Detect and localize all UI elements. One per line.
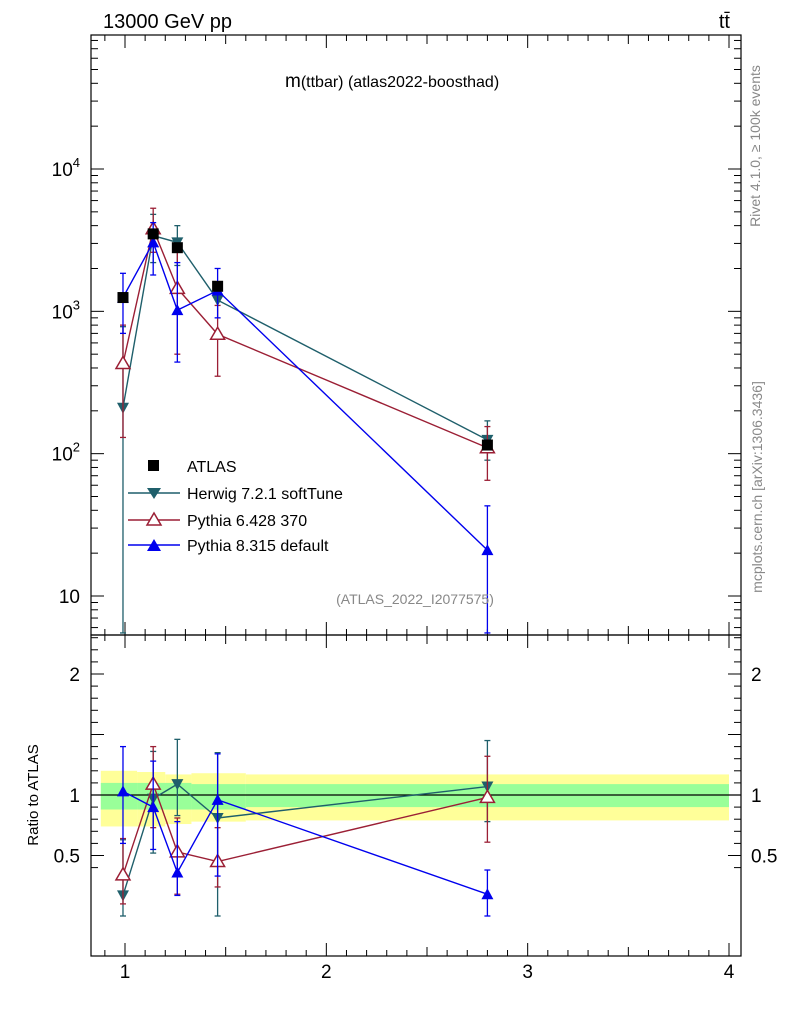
main-data-layer: [114, 207, 496, 634]
ratio-xtick-label: 2: [321, 962, 332, 983]
ratio-uncertainty-bands: [91, 770, 741, 827]
main-s0-point-4: [481, 439, 493, 451]
legend-marker-herwig: [147, 488, 161, 499]
header-right: tt̄: [719, 11, 731, 33]
header-left: 13000 GeV pp: [103, 11, 232, 33]
main-ytick-base: 10: [52, 160, 73, 181]
ratio-xtick-label: 1: [120, 962, 131, 983]
main-ytick-label: 10: [59, 587, 80, 608]
analysis-watermark: (ATLAS_2022_I2077575): [336, 591, 494, 607]
main-ytick-base: 10: [59, 587, 80, 608]
main-ytick-exponent: 4: [73, 155, 80, 170]
ratio-xtick-label: 3: [522, 962, 533, 983]
legend: ATLAS Herwig 7.2.1 softTune Pythia 6.428…: [128, 459, 343, 555]
ratio-series-2: [116, 745, 494, 917]
main-ytick-exponent: 3: [73, 297, 80, 312]
main-ytick-exponent: 2: [73, 440, 80, 455]
plot-title-prefix: m: [285, 71, 301, 92]
ratio-panel: 0.5 0.5 1 1 2 2 1 2 3 4 Ratio to ATLAS: [25, 634, 777, 983]
main-s0-point-3: [212, 280, 224, 292]
main-ytick-label: 102: [52, 440, 80, 466]
ratio-s2-point-1: [147, 801, 160, 813]
legend-label-pythia8: Pythia 8.315 default: [187, 538, 329, 555]
ratio-data-layer: [114, 738, 496, 917]
main-s0-point-0: [117, 292, 129, 304]
legend-label-atlas: ATLAS: [187, 459, 237, 476]
ratio-s2-point-3: [211, 793, 224, 805]
ratio-s1-point-0: [114, 866, 132, 881]
ratio-ytick-label-left: 2: [69, 665, 80, 686]
plot-title: m(ttbar) (atlas2022-boosthad): [285, 71, 499, 92]
ratio-ytick-label-left: 0.5: [54, 847, 80, 868]
ratio-ytick-label-left: 1: [69, 786, 80, 807]
plot-title-text: (ttbar) (atlas2022-boosthad): [301, 74, 499, 91]
main-s3-point-2: [171, 304, 184, 316]
ratio-s0-point-2: [171, 779, 184, 791]
main-s3-point-4: [481, 544, 494, 556]
legend-marker-atlas: [148, 460, 159, 471]
legend-marker-pythia6: [145, 511, 163, 526]
mcplots-label: mcplots.cern.ch [arXiv:1306.3436]: [749, 381, 765, 593]
ratio-ytick-label-right: 2: [751, 665, 762, 686]
ratio-series-1: [114, 745, 496, 905]
main-ytick-label: 103: [52, 297, 80, 323]
main-s0-point-2: [171, 242, 183, 254]
main-s3-point-1: [147, 236, 160, 248]
main-ytick-base: 10: [52, 302, 73, 323]
ratio-xtick-label: 4: [724, 962, 735, 983]
ratio-axis-ticks: 0.5 0.5 1 1 2 2 1 2 3 4: [54, 635, 777, 983]
ratio-series-0: [116, 738, 494, 917]
ratio-s2-point-4: [481, 888, 494, 900]
legend-label-herwig: Herwig 7.2.1 softTune: [187, 486, 343, 503]
main-ytick-base: 10: [52, 445, 73, 466]
ratio-ytick-label-right: 0.5: [751, 847, 777, 868]
ratio-s1-point-4: [479, 788, 496, 804]
rivet-version-label: Rivet 4.1.0, ≥ 100k events: [747, 65, 763, 227]
ratio-series-group: [114, 738, 496, 917]
ratio-s2-point-2: [171, 866, 184, 878]
ratio-s2-point-0: [116, 785, 129, 797]
ratio-ylabel: Ratio to ATLAS: [25, 744, 42, 845]
main-series-3: [116, 221, 494, 634]
legend-label-pythia6: Pythia 6.428 370: [187, 513, 307, 530]
main-series-0: [117, 228, 493, 451]
ratio-ytick-label-right: 1: [751, 786, 762, 807]
main-s0-point-1: [147, 228, 159, 240]
main-s2-point-3: [209, 325, 226, 341]
main-panel: m(ttbar) (atlas2022-boosthad) 1010210310…: [52, 34, 742, 636]
ratio-band-green-1: [137, 782, 192, 810]
main-ytick-label: 104: [52, 155, 80, 181]
legend-marker-pythia8: [147, 539, 161, 551]
main-s2-point-0: [114, 355, 132, 370]
